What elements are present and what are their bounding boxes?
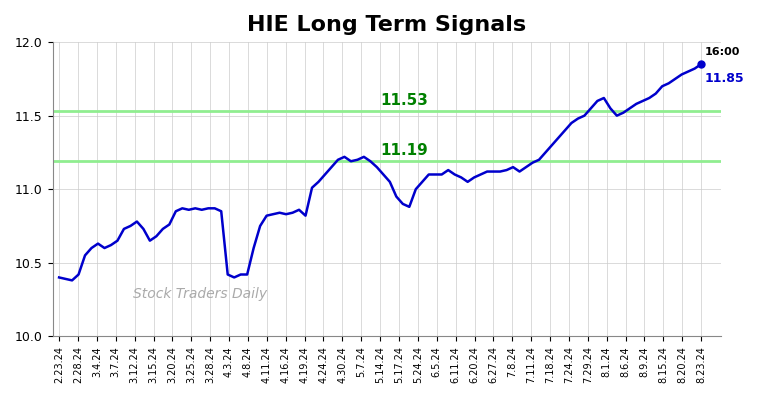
Text: Stock Traders Daily: Stock Traders Daily [132, 287, 267, 301]
Text: 16:00: 16:00 [704, 47, 740, 57]
Text: 11.53: 11.53 [380, 93, 428, 108]
Text: 11.19: 11.19 [380, 143, 428, 158]
Text: 11.85: 11.85 [704, 72, 744, 84]
Title: HIE Long Term Signals: HIE Long Term Signals [247, 15, 526, 35]
